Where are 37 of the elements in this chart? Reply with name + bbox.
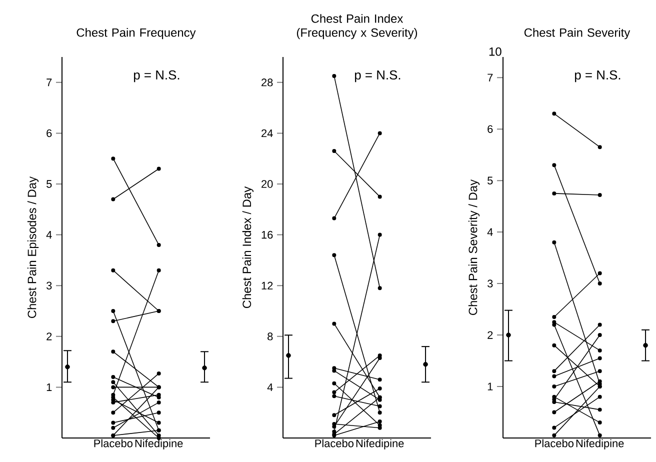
y-tick-label: 2 (46, 332, 52, 340)
y-tick-label: 5 (46, 180, 52, 188)
x-tick-label: Nifedipine (135, 439, 183, 450)
chart-title: Chest Pain Severity (524, 28, 630, 40)
chart-title: Chest Pain Frequency (76, 28, 196, 40)
y-tick-label: 24 (262, 129, 273, 138)
y-tick-label: 7 (488, 74, 493, 82)
y-tick-label: 7 (46, 78, 52, 86)
x-tick-label: Placebo (535, 439, 574, 448)
y-tick-label: 4 (46, 231, 52, 239)
y-tick-label: 2 (488, 331, 493, 339)
y-tick-label: 4 (267, 383, 273, 391)
text: 10 (489, 47, 502, 56)
y-tick-label: 1 (488, 382, 493, 390)
x-tick-label: Nifedipine (576, 439, 624, 450)
x-tick-label: Nifedipine (356, 439, 404, 450)
y-axis-title: Chest Pain Severity / Day (468, 179, 480, 315)
y-tick-label: 3 (46, 282, 52, 290)
y-tick-label: 6 (46, 129, 52, 138)
y-tick-label: 8 (268, 332, 273, 340)
x-tick-label: Placebo (315, 439, 354, 448)
annotation: p = N.S. (354, 70, 400, 82)
y-axis-title: Chest Pain Index / Day (242, 186, 254, 308)
y-tick-label: 1 (46, 383, 52, 391)
annotation: p = N.S. (574, 70, 620, 82)
y-tick-label: 12 (262, 282, 273, 290)
y-tick-label: 4 (487, 228, 493, 236)
y-tick-label: 28 (262, 78, 273, 86)
y-tick-label: 16 (262, 230, 273, 239)
y-tick-label: 3 (488, 280, 493, 288)
chart-title: Chest Pain Index (Frequency x Severity) (296, 14, 418, 40)
y-tick-label: 6 (488, 125, 493, 133)
annotation: p = N.S. (134, 70, 180, 82)
y-axis-title: Chest Pain Episodes / Day (27, 176, 39, 318)
y-tick-label: 5 (488, 176, 493, 184)
y-tick-label: 20 (262, 180, 273, 188)
x-tick-label: Placebo (94, 439, 132, 448)
